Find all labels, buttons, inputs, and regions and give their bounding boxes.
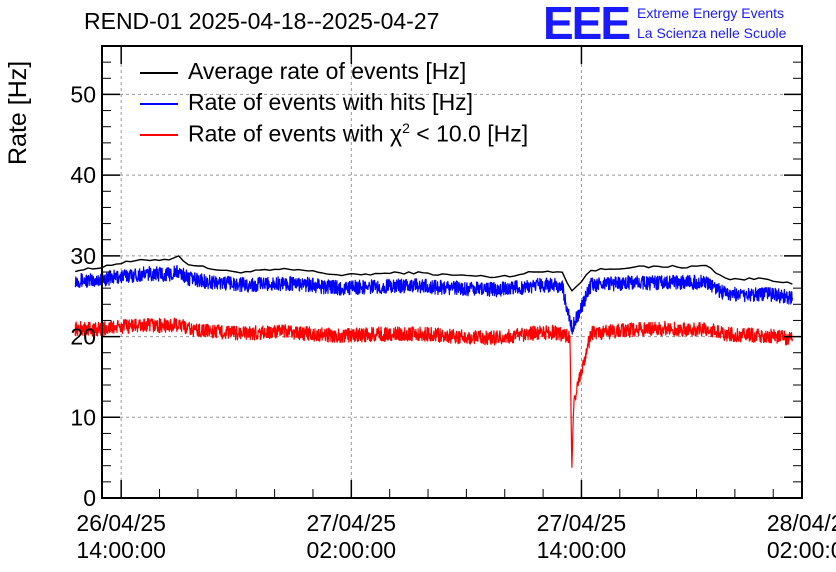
y-tick-label: 30 xyxy=(70,243,96,269)
series-lines xyxy=(74,255,793,468)
y-axis-label: Rate [Hz] xyxy=(4,60,32,165)
eee-logo-mark: EEE xyxy=(543,2,629,42)
y-tick-label: 50 xyxy=(70,81,96,107)
x-tick-label-date: 28/04/25 xyxy=(767,510,836,536)
legend-swatch-average xyxy=(140,72,178,74)
legend-swatch-chi2 xyxy=(140,134,178,136)
axes: 0102030405026/04/2514:00:0027/04/2502:00… xyxy=(70,45,836,563)
x-tick-label-time: 02:00:00 xyxy=(307,537,397,563)
x-tick-label-date: 26/04/25 xyxy=(76,510,166,536)
legend-label-hits: Rate of events with hits [Hz] xyxy=(188,89,474,115)
y-tick-label: 40 xyxy=(70,162,96,188)
y-tick-label: 20 xyxy=(70,324,96,350)
series-line-chi2 xyxy=(74,317,793,468)
legend-label-chi2: Rate of events with χ2 < 10.0 [Hz] xyxy=(188,120,529,147)
x-tick-label-date: 27/04/25 xyxy=(307,510,397,536)
logo-line-2: La Scienza nelle Scuole xyxy=(637,25,787,41)
grid-lines xyxy=(102,46,802,498)
x-tick-label-time: 14:00:00 xyxy=(537,537,627,563)
y-tick-label: 0 xyxy=(83,485,96,511)
x-tick-label-time: 02:00:00 xyxy=(767,537,836,563)
legend-label-average: Average rate of events [Hz] xyxy=(188,58,467,84)
chart-title: REND-01 2025-04-18--2025-04-27 xyxy=(84,8,440,34)
legend-swatch-hits xyxy=(140,103,178,105)
series-line-hits xyxy=(74,265,793,335)
y-tick-label: 10 xyxy=(70,404,96,430)
eee-logo: EEE xyxy=(543,2,631,42)
x-tick-label-date: 27/04/25 xyxy=(537,510,627,536)
series-line-average xyxy=(75,255,793,292)
y-axis-label-wrap: Rate [Hz] xyxy=(4,61,34,195)
logo-line-1: Extreme Energy Events xyxy=(637,5,785,21)
x-tick-label-time: 14:00:00 xyxy=(76,537,166,563)
